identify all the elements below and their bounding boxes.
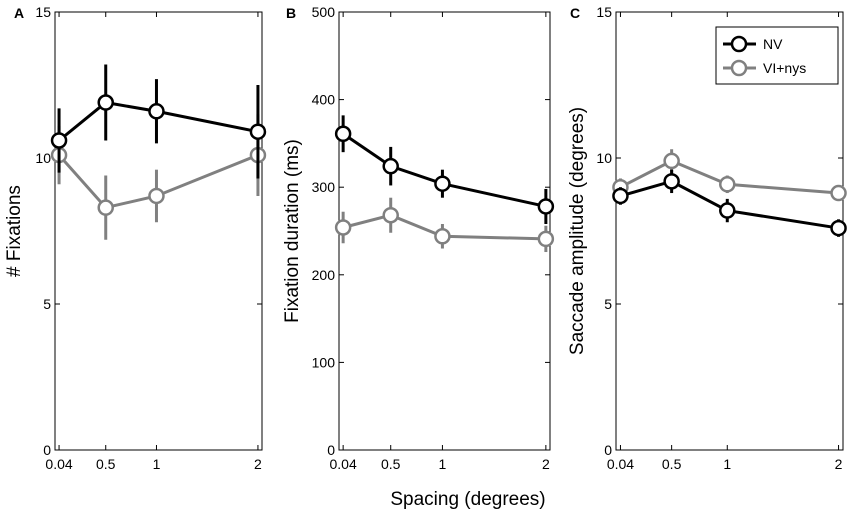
y-axis-label: Fixation duration (ms) (282, 139, 303, 323)
y-tick-label: 0 (604, 442, 612, 458)
data-point (249, 123, 267, 140)
y-tick-label: 15 (596, 4, 612, 20)
data-point (382, 206, 399, 224)
legend-label: VI+nys (763, 60, 806, 76)
x-tick-label: 1 (439, 456, 447, 472)
data-point (334, 125, 352, 143)
series-nv (334, 115, 555, 224)
data-point (50, 132, 68, 149)
panel-letter: B (286, 5, 296, 21)
data-point (537, 198, 555, 215)
series-line (619, 159, 839, 195)
x-tick-label: 0.5 (96, 456, 116, 472)
legend: NV VI+nys (715, 26, 839, 85)
data-point (719, 202, 736, 219)
data-point (663, 152, 680, 170)
axes-box (54, 11, 263, 451)
y-tick-label: 5 (604, 296, 612, 312)
legend-entry-vi-nys: VI+nys (723, 59, 806, 77)
x-tick-label: 0.04 (330, 456, 357, 472)
x-tick-label: 2 (835, 456, 843, 472)
y-tick-label: 0 (327, 442, 335, 458)
series-vi-nys (50, 114, 267, 240)
x-tick-label: 2 (542, 456, 550, 472)
panel-a: 0 5 10 15 0.04 0.5 1 2 A # Fixations (4, 4, 267, 472)
x-tick-label: 0.5 (662, 456, 682, 472)
x-tick-label: 2 (254, 456, 262, 472)
panel-b: 0 100 200 300 400 500 0.04 0.5 1 2 B Fixation durat… (282, 4, 555, 472)
data-point (434, 175, 451, 192)
data-point (719, 176, 736, 193)
series-nv (612, 169, 847, 237)
series-line (342, 132, 547, 208)
legend-marker (730, 59, 748, 77)
legend-label: NV (763, 36, 783, 52)
panel-letter: C (570, 5, 580, 21)
legend-marker (730, 35, 748, 53)
data-point (830, 219, 847, 237)
series-vi-nys (612, 149, 847, 202)
data-point (382, 157, 399, 175)
data-point (97, 94, 114, 111)
y-tick-label: 100 (312, 354, 336, 370)
y-tick-label: 500 (312, 4, 336, 20)
y-tick-label: 15 (35, 4, 51, 20)
y-axis-label: Saccade amplitude (degrees) (567, 107, 588, 355)
data-point (830, 184, 847, 202)
series-line (57, 153, 259, 210)
data-point (148, 103, 165, 120)
series-line (58, 100, 259, 142)
legend-entry-nv: NV (723, 35, 783, 53)
data-point (334, 219, 352, 236)
x-tick-label: 0.5 (381, 456, 401, 472)
data-point (434, 228, 451, 245)
y-tick-label: 300 (312, 179, 336, 195)
y-tick-label: 5 (43, 296, 51, 312)
shared-x-axis-label: Spacing (degrees) (390, 489, 545, 510)
data-point (148, 187, 165, 205)
x-tick-label: 1 (153, 456, 161, 472)
panel-letter: A (14, 5, 24, 21)
series-nv (50, 64, 267, 179)
x-tick-label: 0.04 (45, 456, 72, 472)
y-tick-label: 10 (596, 150, 612, 166)
series-vi-nys (334, 197, 555, 253)
data-point (537, 230, 555, 248)
data-point (663, 173, 680, 190)
data-point (612, 187, 629, 205)
y-tick-label: 200 (312, 267, 336, 283)
series-line (620, 179, 839, 230)
y-tick-label: 400 (312, 92, 336, 108)
y-tick-label: 10 (35, 150, 51, 166)
series-line (342, 213, 546, 241)
x-tick-label: 1 (723, 456, 731, 472)
data-point (97, 199, 114, 216)
y-axis-label: # Fixations (4, 185, 25, 277)
x-tick-label: 0.04 (607, 456, 634, 472)
y-tick-label: 0 (43, 442, 51, 458)
panel-c: 0 5 10 15 0.04 0.5 1 2 C Saccade amplitude (degre… (567, 4, 847, 472)
